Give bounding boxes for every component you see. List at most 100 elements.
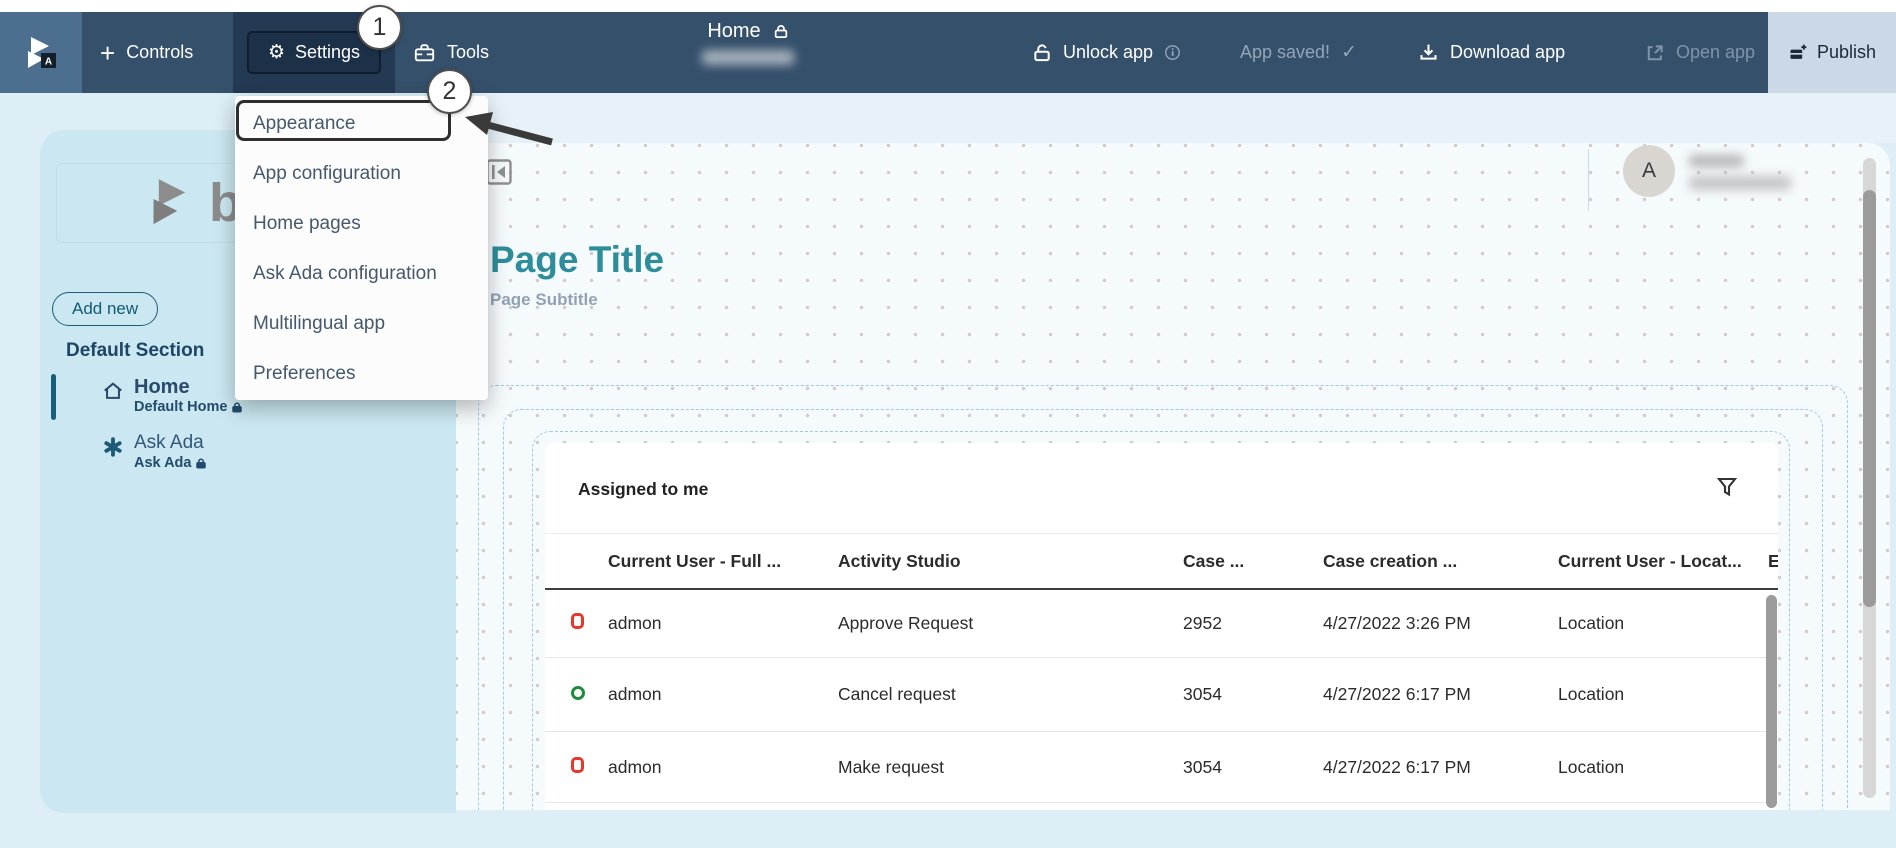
app-logo[interactable]: A: [0, 12, 82, 93]
app-name-redacted: [702, 50, 794, 65]
saved-label: App saved!: [1240, 42, 1330, 63]
page-title: Page Title: [490, 239, 664, 281]
user-email-redacted: [1689, 176, 1791, 190]
col-activity-studio[interactable]: Activity Studio: [825, 551, 1170, 572]
cell-location: Location: [1545, 684, 1755, 705]
table-scrollbar-thumb[interactable]: [1766, 595, 1777, 808]
cell-case: 3054: [1170, 757, 1310, 778]
app-brand-logo-icon: [141, 174, 203, 232]
menu-item-multilingual-app[interactable]: Multilingual app: [235, 299, 488, 349]
annotation-step-2-number: 2: [443, 77, 457, 106]
lock-icon: [195, 457, 207, 470]
unlock-app-button[interactable]: Unlock app: [1032, 12, 1181, 93]
col-current-user-location[interactable]: Current User - Locat...: [1545, 551, 1755, 572]
sidebar-item-home[interactable]: Home Default Home: [102, 376, 243, 416]
menu-item-app-configuration[interactable]: App configuration: [235, 149, 488, 199]
status-green-circle-icon: [571, 686, 585, 700]
page-subtitle: Page Subtitle: [490, 290, 598, 310]
svg-text:A: A: [45, 56, 52, 67]
col-case-creation[interactable]: Case creation ...: [1310, 551, 1545, 572]
lock-icon: [773, 23, 789, 40]
sidebar-item-ask-ada-subtitle: Ask Ada: [134, 454, 191, 472]
cell-case: 2952: [1170, 613, 1310, 634]
cell-activity: Approve Request: [825, 613, 1170, 634]
add-new-button[interactable]: Add new: [52, 292, 158, 326]
home-icon: [102, 380, 124, 402]
menu-item-preferences[interactable]: Preferences: [235, 349, 488, 399]
home-page-label: Home: [707, 20, 760, 43]
lock-icon: [231, 401, 243, 414]
col-current-user-full[interactable]: Current User - Full ...: [595, 551, 825, 572]
cell-user: admon: [595, 757, 825, 778]
cell-activity: Make request: [825, 757, 1170, 778]
plus-icon: +: [100, 40, 115, 66]
check-icon: ✓: [1341, 41, 1357, 64]
cell-location: Location: [1545, 613, 1755, 634]
annotation-step-1: 1: [357, 5, 402, 50]
download-label: Download app: [1450, 42, 1565, 63]
filter-funnel-icon[interactable]: [1715, 475, 1739, 499]
avatar[interactable]: A: [1623, 145, 1675, 197]
app-saved-status: App saved! ✓: [1240, 12, 1357, 93]
ask-ada-sparkle-icon: [102, 436, 124, 458]
download-app-button[interactable]: Download app: [1418, 12, 1565, 93]
appearance-highlight-box: [236, 100, 451, 141]
annotation-step-1-number: 1: [373, 13, 387, 42]
cell-activity: Cancel request: [825, 684, 1170, 705]
status-red-square-icon: [571, 613, 584, 629]
settings-dropdown-menu: Appearance App configuration Home pages …: [235, 96, 488, 400]
open-app-button[interactable]: Open app: [1645, 12, 1755, 93]
widget-title: Assigned to me: [578, 479, 708, 500]
status-red-square-icon: [571, 757, 584, 773]
collapse-sidebar-icon[interactable]: [486, 159, 512, 185]
cell-user: admon: [595, 684, 825, 705]
sidebar-item-ask-ada-title: Ask Ada: [134, 432, 207, 454]
publish-icon: [1788, 43, 1808, 63]
user-name-redacted: [1689, 155, 1744, 167]
settings-label: Settings: [295, 42, 360, 63]
header-divider: [1588, 149, 1589, 211]
sidebar-item-home-subtitle: Default Home: [134, 398, 227, 416]
table-row[interactable]: admon Cancel request 3054 4/27/2022 6:17…: [545, 658, 1778, 732]
cell-case: 3054: [1170, 684, 1310, 705]
publish-label: Publish: [1817, 42, 1876, 63]
table-row[interactable]: admon Make request 3054 4/27/2022 6:17 P…: [545, 732, 1778, 803]
cell-location: Location: [1545, 757, 1755, 778]
info-icon[interactable]: [1164, 44, 1181, 61]
sidebar-item-home-title: Home: [134, 376, 243, 398]
cell-created: 4/27/2022 6:17 PM: [1310, 684, 1545, 705]
section-title: Default Section: [66, 340, 204, 362]
toolbox-icon: [413, 42, 436, 64]
brand-logo-icon: A: [19, 31, 63, 75]
controls-label: Controls: [126, 42, 193, 63]
design-canvas: Page Title Page Subtitle A Assigned to m…: [456, 143, 1890, 810]
open-label: Open app: [1676, 42, 1755, 63]
gear-icon: ⚙: [268, 43, 285, 62]
open-external-icon: [1645, 43, 1665, 63]
selected-item-indicator: [51, 374, 56, 420]
top-navbar: A + Controls ⚙ Settings Tools Home: [0, 12, 1896, 93]
publish-button[interactable]: Publish: [1768, 12, 1896, 93]
unlock-label: Unlock app: [1063, 42, 1153, 63]
page-scrollbar-thumb[interactable]: [1863, 190, 1876, 607]
tools-label: Tools: [447, 42, 489, 63]
controls-button[interactable]: + Controls: [100, 12, 193, 93]
menu-item-ask-ada-configuration[interactable]: Ask Ada configuration: [235, 249, 488, 299]
assigned-to-me-card[interactable]: Assigned to me Current User - Full ... A…: [545, 443, 1778, 810]
unlock-icon: [1032, 43, 1052, 63]
cell-created: 4/27/2022 3:26 PM: [1310, 613, 1545, 634]
sidebar-item-ask-ada[interactable]: Ask Ada Ask Ada: [102, 432, 207, 472]
avatar-initial: A: [1642, 159, 1656, 183]
menu-item-home-pages[interactable]: Home pages: [235, 199, 488, 249]
download-icon: [1418, 42, 1439, 63]
annotation-arrow: [462, 104, 562, 152]
col-case[interactable]: Case ...: [1170, 551, 1310, 572]
app-window: A + Controls ⚙ Settings Tools Home: [0, 0, 1896, 848]
table-row[interactable]: admon Approve Request 2952 4/27/2022 3:2…: [545, 590, 1778, 658]
current-page-indicator: Home: [660, 20, 836, 90]
cell-created: 4/27/2022 6:17 PM: [1310, 757, 1545, 778]
col-truncated[interactable]: E: [1755, 551, 1778, 572]
table-header-row: Current User - Full ... Activity Studio …: [545, 533, 1778, 590]
cell-user: admon: [595, 613, 825, 634]
canvas-header-band: [456, 93, 1896, 143]
